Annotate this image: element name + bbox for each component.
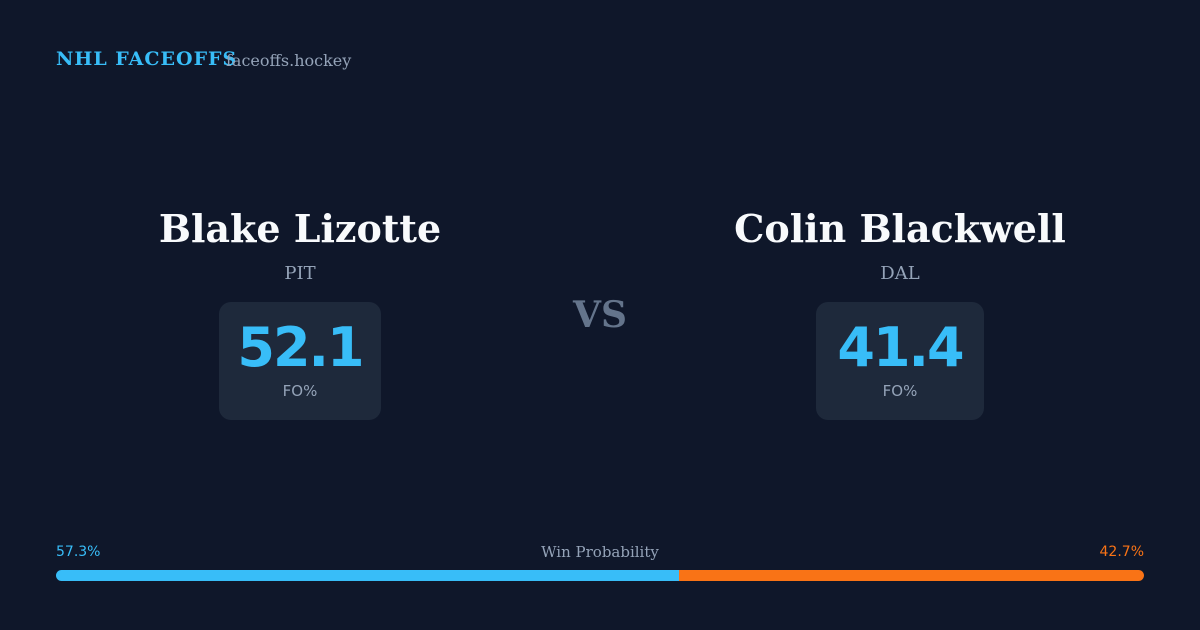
player-name: Blake Lizotte (158, 206, 442, 251)
away-probability: 42.7% (1099, 544, 1144, 560)
player-team: DAL (880, 263, 920, 284)
player-name: Colin Blackwell (734, 206, 1066, 251)
probability-bar (56, 570, 1144, 581)
player-team: PIT (284, 263, 316, 284)
away-segment (679, 570, 1144, 581)
home-probability: 57.3% (56, 544, 101, 560)
win-probability-title: Win Probability (541, 543, 659, 561)
versus: VS (573, 294, 627, 336)
stat-label: FO% (882, 382, 918, 400)
stat-value: 52.1 (237, 316, 364, 379)
stat-label: FO% (282, 382, 318, 400)
stat-box: 52.1 FO% (219, 302, 381, 420)
stat-box: 41.4 FO% (816, 302, 984, 420)
stat-value: 41.4 (837, 316, 964, 379)
site-url: faceoffs.hockey (226, 51, 352, 70)
home-segment (56, 570, 680, 581)
site-title: NHL FACEOFFS (56, 48, 238, 70)
